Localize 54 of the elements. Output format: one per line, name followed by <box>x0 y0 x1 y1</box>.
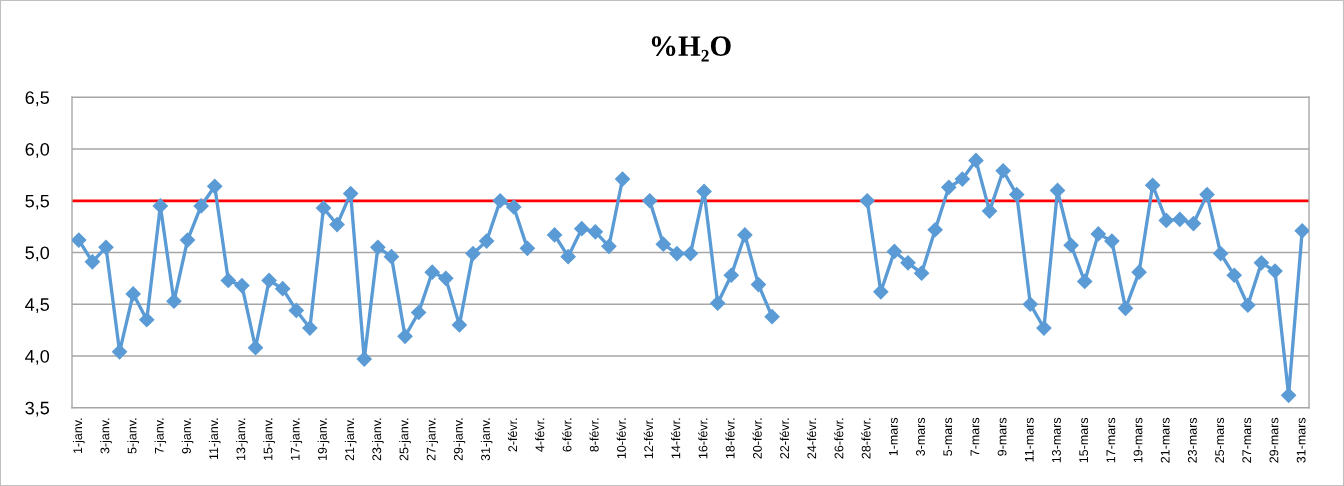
x-tick-label: 7-mars <box>970 417 980 456</box>
x-tick-label: 1-mars <box>889 417 898 456</box>
x-tick-label: 1-janv. <box>72 418 85 454</box>
x-tick-label: 7-janv. <box>154 418 167 454</box>
x-tick-label: 20-févr. <box>752 418 762 459</box>
x-tick-label: 26-févr. <box>834 418 844 459</box>
x-tick-label: 11-janv. <box>208 418 221 460</box>
x-tick-label: 23-mars <box>1187 417 1197 463</box>
x-tick-label: 29-mars <box>1269 417 1279 463</box>
x-tick-label: 10-févr. <box>616 418 626 459</box>
y-tick-label: 3,5 <box>25 401 50 417</box>
x-tick-label: 6-févr. <box>562 418 572 452</box>
x-tick-label: 4-févr. <box>535 418 545 452</box>
y-tick-label: 5,0 <box>25 246 50 262</box>
y-tick-label: 6,5 <box>25 91 50 107</box>
x-tick-label: 17-janv. <box>290 418 303 461</box>
x-tick-label: 15-janv. <box>263 418 275 461</box>
x-tick-label: 13-janv. <box>236 418 248 461</box>
x-tick-label: 8-févr. <box>589 418 599 452</box>
x-tick-label: 19-mars <box>1133 417 1143 463</box>
x-tick-label: 31-mars <box>1296 417 1306 463</box>
x-tick-label: 21-janv. <box>344 418 357 461</box>
x-tick-label: 3-janv. <box>100 418 112 454</box>
x-tick-label: 22-févr. <box>779 418 790 459</box>
x-tick-label: 17-mars <box>1106 417 1116 463</box>
x-tick-label: 18-févr. <box>725 418 735 459</box>
x-tick-label: 13-mars <box>1052 417 1061 463</box>
x-tick-label: 12-févr. <box>643 418 654 459</box>
x-tick-label: 5-mars <box>943 417 953 456</box>
x-tick-label: 16-févr. <box>698 418 708 459</box>
x-tick-label: 28-févr. <box>861 418 871 459</box>
chart-title: %H₂O <box>651 36 731 62</box>
y-tick-label: 5,5 <box>25 194 50 210</box>
x-tick-label: 27-janv. <box>426 418 439 461</box>
x-tick-label: 19-janv. <box>317 418 330 461</box>
x-tick-label: 29-janv. <box>453 418 466 461</box>
x-tick-label: 25-mars <box>1215 417 1224 463</box>
x-tick-label: 2-févr. <box>507 418 518 452</box>
x-tick-label: 15-mars <box>1079 417 1089 463</box>
x-tick-label: 21-mars <box>1160 417 1170 463</box>
x-tick-label: 5-janv. <box>127 418 139 454</box>
x-tick-label: 24-févr. <box>806 418 817 459</box>
x-tick-label: 27-mars <box>1242 417 1252 463</box>
y-tick-label: 4,5 <box>25 298 50 314</box>
x-tick-label: 9-mars <box>997 417 1007 456</box>
y-tick-label: 6,0 <box>25 142 50 158</box>
x-tick-label: 11-mars <box>1024 417 1034 462</box>
x-tick-label: 3-mars <box>916 417 925 456</box>
x-tick-label: 14-févr. <box>670 418 681 459</box>
y-tick-label: 4,0 <box>25 349 50 365</box>
x-tick-label: 31-janv. <box>480 418 493 461</box>
x-tick-label: 23-janv. <box>372 418 384 461</box>
x-tick-label: 25-janv. <box>399 418 411 461</box>
x-tick-label: 9-janv. <box>181 418 194 454</box>
